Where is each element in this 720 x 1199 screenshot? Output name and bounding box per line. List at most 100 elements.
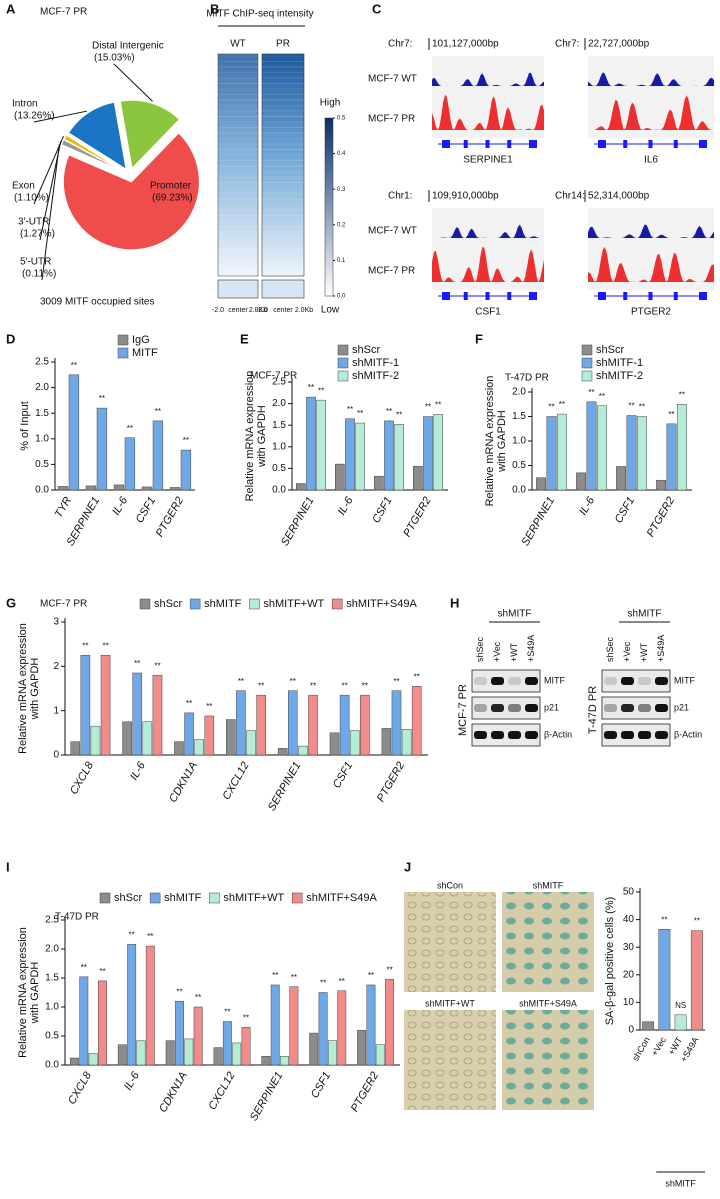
blot-band — [491, 731, 504, 739]
significance: ** — [599, 392, 605, 401]
significance: ** — [339, 977, 345, 986]
bar — [345, 418, 355, 491]
y-tick-label: 20 — [623, 969, 635, 980]
panel-letter: J — [404, 859, 411, 874]
x-tick-label: shCon — [630, 1035, 652, 1063]
column-label: PR — [276, 39, 290, 50]
significance: ** — [291, 973, 297, 982]
significance: NS — [675, 1001, 686, 1010]
x-label: -2.0 — [212, 307, 224, 314]
y-tick-label: 2.5 — [35, 357, 49, 368]
leader-line — [33, 135, 64, 205]
bar — [184, 712, 194, 756]
exon — [442, 140, 450, 148]
y-axis-label: Relative mRNA expression — [244, 371, 256, 502]
significance: ** — [186, 699, 192, 708]
significance: ** — [320, 979, 326, 988]
pie-value-label: (15.03%) — [94, 53, 135, 64]
x-label: -2.0 — [256, 307, 268, 314]
x-tick-label: PTGER2 — [401, 495, 433, 539]
x-tick-label: TYR — [53, 495, 74, 520]
bar — [127, 944, 137, 1066]
bar — [690, 930, 703, 1031]
significance: ** — [82, 641, 88, 650]
blot-band — [474, 677, 487, 685]
bar — [175, 1000, 184, 1066]
pie-value-label: (1.27%) — [20, 229, 55, 240]
significance: ** — [362, 681, 368, 690]
pr-track — [588, 95, 714, 130]
y-tick-label: 0.5 — [45, 1031, 59, 1042]
legend-swatch — [249, 598, 260, 610]
bar — [280, 1056, 290, 1066]
bar — [666, 423, 677, 491]
bar — [656, 479, 667, 491]
x-tick-label: SERPINE1 — [279, 495, 317, 548]
y-tick-label: 1.5 — [512, 411, 526, 422]
bar — [204, 715, 215, 756]
bar — [309, 1032, 319, 1066]
micrograph-label: shMITF+WT — [425, 998, 475, 1008]
significance: ** — [548, 403, 554, 412]
wt-track — [432, 224, 544, 238]
y-tick-label: 0 — [628, 1025, 634, 1036]
micrograph-label: shMITF+S49A — [519, 998, 577, 1008]
lane-label: +WT — [509, 642, 519, 662]
heatmap-block — [217, 53, 259, 277]
bar — [96, 407, 108, 491]
significance: ** — [661, 915, 667, 924]
y-tick-label: 10 — [623, 997, 635, 1008]
legend-label: shMITF-2 — [596, 370, 643, 382]
heatmap-title: MITF ChIP-seq intensity — [206, 9, 313, 20]
y-tick-label: 2.0 — [272, 398, 286, 409]
bar — [306, 396, 316, 491]
position: 109,910,000bp — [432, 191, 499, 202]
bar — [194, 739, 204, 756]
micrograph-label: shMITF — [533, 880, 564, 890]
protein-label: β-Actin — [544, 729, 572, 739]
x-tick-label: CXCL8 — [66, 1069, 95, 1106]
significance: ** — [99, 967, 105, 976]
significance: ** — [386, 407, 392, 416]
chrom: Chr7: — [388, 39, 412, 50]
pie-slice — [60, 139, 124, 173]
chart-title: T-47D PR — [505, 373, 549, 384]
wt-track — [588, 72, 714, 86]
legend-label: shMITF — [164, 892, 202, 904]
y-tick-label: 1.5 — [272, 420, 286, 431]
panel-letter: E — [240, 331, 249, 346]
panel-letter: H — [450, 595, 459, 610]
blot-band — [655, 704, 668, 712]
significance: ** — [588, 388, 594, 397]
blot-membrane — [471, 723, 541, 747]
significance: ** — [308, 383, 314, 392]
protein-label: β-Actin — [674, 729, 702, 739]
panel-letter: B — [210, 1, 219, 16]
x-tick-label: IL-6 — [122, 1069, 142, 1092]
exon — [485, 292, 490, 300]
bar — [213, 1047, 223, 1066]
bar — [152, 674, 163, 756]
bar — [261, 1056, 271, 1066]
bar — [180, 449, 192, 491]
chart-title: MCF-7 PR — [250, 371, 297, 382]
significance: ** — [393, 677, 399, 686]
bar — [90, 725, 101, 756]
exon — [699, 292, 707, 300]
significance: ** — [258, 681, 264, 690]
bar — [145, 945, 155, 1066]
gene-name: PTGER2 — [631, 307, 671, 318]
lane-label: shSec — [605, 636, 615, 662]
pie-slice — [119, 99, 181, 170]
y-axis-label: % of Input — [19, 401, 31, 451]
micrograph — [502, 1010, 594, 1110]
track-label: MCF-7 PR — [368, 266, 415, 277]
x-tick-label: CXCL12 — [206, 1070, 237, 1112]
significance: ** — [155, 407, 161, 416]
y-tick-label: 0.5 — [35, 459, 49, 470]
exon — [442, 292, 450, 300]
significance: ** — [147, 932, 153, 941]
legend-label: IgG — [132, 334, 150, 346]
leader-line — [113, 63, 153, 102]
y-axis-label: with GAPDH — [496, 410, 508, 473]
